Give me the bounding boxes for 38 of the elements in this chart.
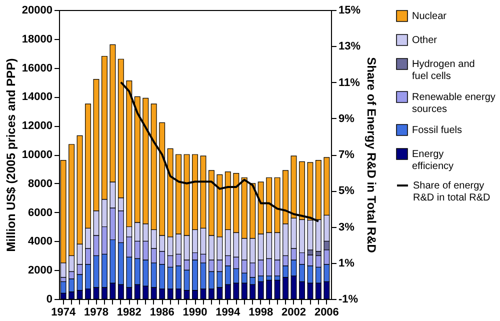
y-axis-title: Million US$ (2005 prices and PPP)	[4, 58, 18, 252]
y2-tick-label: 9%	[338, 112, 355, 125]
x-tick-label: 2006	[314, 306, 339, 318]
y-tick-label: 14000	[22, 91, 52, 104]
legend-label: Nuclear	[412, 11, 448, 22]
y2-tick-label: 15%	[338, 4, 361, 16]
legend-label: Energy efficiency	[412, 149, 454, 172]
legend-label: Share of energy R&D in total R&D	[413, 180, 490, 204]
x-tick-label: 1994	[216, 306, 242, 318]
y-tick-label: 6000	[28, 206, 52, 219]
y-tick-label: 20000	[22, 4, 52, 16]
y2-tick-label: 13%	[338, 40, 361, 53]
x-tick-label: 1998	[248, 306, 274, 318]
y-tick-label: 8000	[28, 178, 52, 190]
y2-tick-label: 1%	[338, 257, 355, 270]
y2-tick-label: 11%	[338, 76, 360, 89]
x-tick-label: 1982	[116, 306, 142, 318]
y2-tick-label: 7%	[338, 149, 355, 161]
x-tick-label: 1978	[84, 306, 108, 318]
x-tick-label: 1986	[150, 306, 174, 318]
y-tick-label: 12000	[22, 120, 52, 132]
y-tick-label: 4000	[28, 236, 52, 248]
y-tick-label: 10000	[22, 149, 52, 161]
y-tick-label: 16000	[22, 62, 52, 74]
y2-tick-label: 5%	[338, 185, 355, 198]
y-tick-label: 18000	[22, 33, 52, 46]
legend-label: Other	[412, 35, 438, 46]
x-tick-label: 1974	[51, 306, 76, 318]
x-tick-label: 2002	[282, 306, 306, 318]
legend-label: Fossil fuels	[412, 125, 462, 136]
legend-label: Renewable energy sources	[412, 92, 496, 115]
y2-tick-label: 3%	[338, 221, 355, 234]
legend-label: Hydrogen and fuel cells	[412, 59, 475, 82]
y-tick-label: 0	[46, 294, 52, 306]
y2-axis-title: Share of Energy R&D in Total R&D	[364, 57, 379, 254]
y2-tick-label: -1%	[338, 294, 358, 306]
y-tick-label: 2000	[28, 264, 52, 277]
x-tick-label: 1990	[182, 306, 208, 318]
